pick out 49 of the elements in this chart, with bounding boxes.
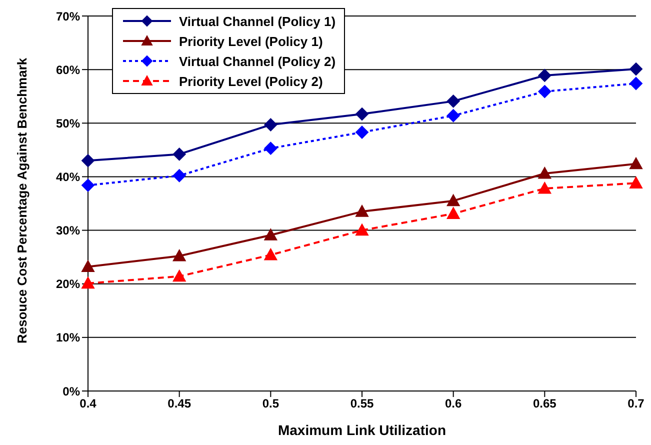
point <box>538 85 552 98</box>
point <box>356 205 368 217</box>
point <box>630 77 642 90</box>
point <box>172 148 186 161</box>
point <box>446 194 460 206</box>
y-tick-label: 70% <box>56 9 80 24</box>
point <box>172 169 186 182</box>
point <box>630 157 642 170</box>
point <box>82 260 94 272</box>
point <box>538 68 552 82</box>
y-tick-label: 0% <box>62 384 80 398</box>
point <box>264 142 278 155</box>
point <box>630 176 642 188</box>
y-tick-label: 60% <box>56 62 80 77</box>
x-tick-label: 0.7 <box>628 396 645 411</box>
point <box>446 109 460 122</box>
x-tick-label: 0.65 <box>532 396 557 411</box>
y-tick-label: 10% <box>56 330 80 345</box>
point <box>82 154 94 168</box>
y-tick-label: 20% <box>56 277 80 292</box>
point <box>82 276 94 289</box>
x-tick-label: 0.45 <box>168 396 192 411</box>
point <box>264 248 278 260</box>
x-tick-label: 0.6 <box>444 396 462 411</box>
legend-label: Virtual Channel (Policy 2) <box>179 54 336 68</box>
point <box>538 167 552 179</box>
legend-label: Virtual Channel (Policy 1) <box>179 14 336 28</box>
y-tick-label: 30% <box>56 224 80 238</box>
point <box>446 207 460 219</box>
y-tick-label: 40% <box>56 170 80 184</box>
point <box>172 270 186 282</box>
point <box>356 108 368 121</box>
x-tick-label: 0.5 <box>262 396 280 411</box>
point <box>172 250 186 262</box>
x-tick-label: 0.4 <box>80 396 97 411</box>
point <box>538 182 552 194</box>
point <box>82 178 94 192</box>
point <box>356 126 368 139</box>
x-tick-label: 0.55 <box>350 396 374 411</box>
point <box>630 62 642 76</box>
point <box>264 228 278 240</box>
legend-label: Priority Level (Policy 2) <box>179 74 323 88</box>
point <box>446 94 460 108</box>
point <box>264 118 278 132</box>
y-tick-label: 50% <box>56 116 80 130</box>
y-axis-title: Resouce Cost Percentage Against Benchmark <box>14 57 30 344</box>
point <box>356 224 368 236</box>
x-axis-title: Maximum Link Utilization <box>278 422 446 438</box>
legend-label: Priority Level (Policy 1) <box>179 34 323 48</box>
